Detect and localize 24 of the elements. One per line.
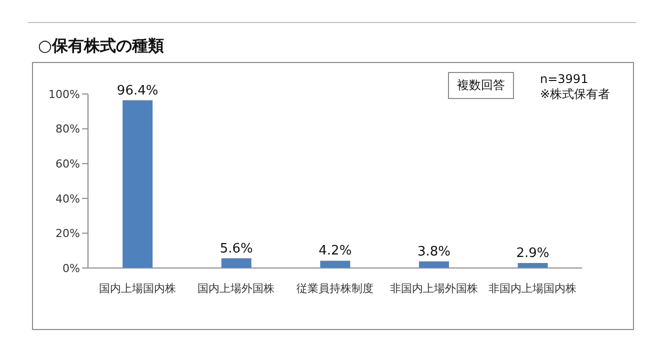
bar (418, 261, 449, 268)
bar (320, 260, 350, 268)
x-tick-label: 非国内上場外国株 (390, 282, 478, 295)
x-tick-label: 国内上場国内株 (98, 282, 176, 295)
x-tick-label: 国内上場外国株 (198, 282, 275, 295)
y-tick-label: 20% (56, 227, 80, 240)
annotation: ※株式保有者 (540, 87, 610, 102)
y-tick-label: 60% (56, 158, 80, 171)
y-tick-label: 100% (48, 88, 80, 101)
x-tick-label: 非国内上場国内株 (488, 282, 577, 295)
y-tick-label: 40% (56, 192, 80, 206)
data-label: 3.8% (417, 244, 450, 260)
bar (122, 100, 153, 268)
y-tick-label: 80% (56, 122, 80, 136)
data-label: 5.6% (220, 241, 253, 256)
text: 複数回答 (448, 72, 514, 99)
text: n=3991 (540, 72, 590, 87)
data-label: 4.2% (318, 244, 352, 259)
data-label: 2.9% (516, 246, 550, 261)
y-tick-label: 0% (62, 262, 80, 275)
bar (221, 258, 252, 268)
chart-title: ○保有株式の種類 (38, 36, 164, 57)
x-tick-label: 従業員持株制度 (296, 282, 374, 295)
data-label: 96.4% (116, 83, 158, 98)
